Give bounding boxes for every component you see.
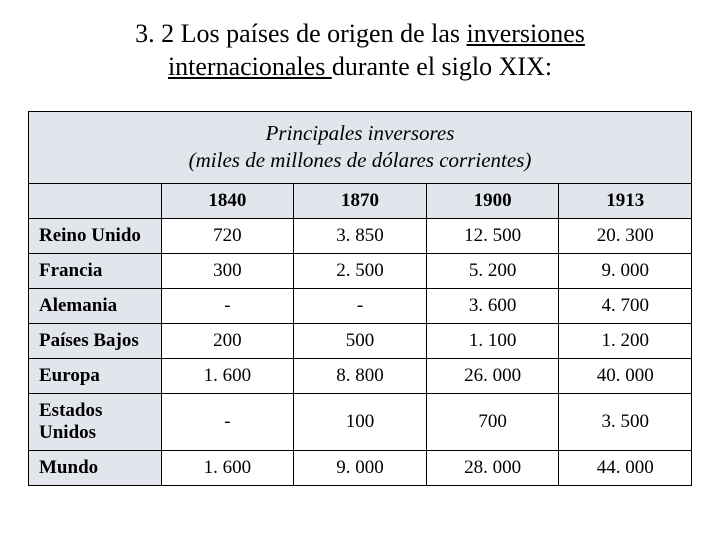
table-row: Estados Unidos-1007003. 500 xyxy=(29,393,692,450)
row-label: Países Bajos xyxy=(29,323,162,358)
cell-value: 3. 850 xyxy=(294,218,427,253)
cell-value: 26. 000 xyxy=(426,358,559,393)
cell-value: 20. 300 xyxy=(559,218,692,253)
table-caption: Principales inversores(miles de millones… xyxy=(29,112,692,184)
row-label: Estados Unidos xyxy=(29,393,162,450)
title-post: durante el siglo XIX: xyxy=(332,52,552,81)
cell-value: 1. 600 xyxy=(161,358,294,393)
cell-value: 200 xyxy=(161,323,294,358)
slide-title: 3. 2 Los países de origen de las inversi… xyxy=(28,18,692,83)
cell-value: 12. 500 xyxy=(426,218,559,253)
cell-value: 1. 100 xyxy=(426,323,559,358)
row-label: Mundo xyxy=(29,450,162,485)
table-row: Europa1. 6008. 80026. 00040. 000 xyxy=(29,358,692,393)
cell-value: 500 xyxy=(294,323,427,358)
row-label: Europa xyxy=(29,358,162,393)
title-underlined-1: inversiones xyxy=(467,19,585,48)
cell-value: 100 xyxy=(294,393,427,450)
cell-value: - xyxy=(161,393,294,450)
cell-value: 720 xyxy=(161,218,294,253)
cell-value: 40. 000 xyxy=(559,358,692,393)
table-caption-line2: (miles de millones de dólares corrientes… xyxy=(35,147,685,174)
title-underlined-2: internacionales xyxy=(168,52,332,81)
table-row: Mundo1. 6009. 00028. 00044. 000 xyxy=(29,450,692,485)
investors-table: Principales inversores(miles de millones… xyxy=(28,111,692,486)
title-pre: 3. 2 Los países de origen de las xyxy=(135,19,466,48)
cell-value: 44. 000 xyxy=(559,450,692,485)
cell-value: 1. 600 xyxy=(161,450,294,485)
cell-value: 300 xyxy=(161,253,294,288)
table-row: Reino Unido7203. 85012. 50020. 300 xyxy=(29,218,692,253)
year-header-blank xyxy=(29,183,162,218)
cell-value: 8. 800 xyxy=(294,358,427,393)
table-row: Países Bajos2005001. 1001. 200 xyxy=(29,323,692,358)
table-row: Francia3002. 5005. 2009. 000 xyxy=(29,253,692,288)
cell-value: 9. 000 xyxy=(294,450,427,485)
table-row: Alemania--3. 6004. 700 xyxy=(29,288,692,323)
row-label: Alemania xyxy=(29,288,162,323)
table-caption-line1: Principales inversores xyxy=(35,120,685,147)
cell-value: 3. 500 xyxy=(559,393,692,450)
cell-value: 3. 600 xyxy=(426,288,559,323)
cell-value: - xyxy=(294,288,427,323)
cell-value: 5. 200 xyxy=(426,253,559,288)
row-label: Francia xyxy=(29,253,162,288)
year-header: 1870 xyxy=(294,183,427,218)
cell-value: 2. 500 xyxy=(294,253,427,288)
year-header: 1840 xyxy=(161,183,294,218)
cell-value: 4. 700 xyxy=(559,288,692,323)
row-label: Reino Unido xyxy=(29,218,162,253)
cell-value: 9. 000 xyxy=(559,253,692,288)
cell-value: 700 xyxy=(426,393,559,450)
year-header: 1913 xyxy=(559,183,692,218)
cell-value: 1. 200 xyxy=(559,323,692,358)
cell-value: 28. 000 xyxy=(426,450,559,485)
year-header: 1900 xyxy=(426,183,559,218)
cell-value: - xyxy=(161,288,294,323)
